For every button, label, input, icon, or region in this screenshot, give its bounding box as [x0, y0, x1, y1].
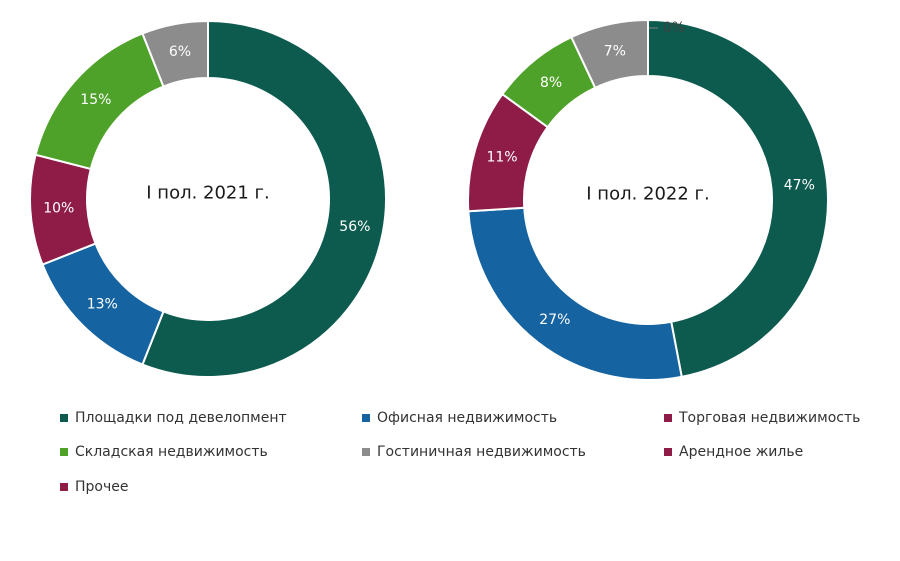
slice-development [647, 18, 829, 378]
donut-charts-svg: 56% 13% 10% 15% 6% I пол. 2021 г. 47% 27% 11% 8% 7… [29, 18, 829, 381]
legend-item-development-sites: Площадки под девелопмент [60, 406, 287, 430]
slice-development [141, 19, 387, 378]
legend-item-retail: Торговая недвижимость [664, 406, 860, 430]
slice-label-office: 27% [539, 312, 570, 328]
slice-label-retail: 11% [486, 150, 517, 166]
center-label: I пол. 2021 г. [146, 183, 269, 204]
legend-label: Гостиничная недвижимость [377, 444, 586, 460]
slice-office [467, 206, 683, 381]
chart-legend: Площадки под девелопмент Офисная недвижи… [0, 400, 900, 520]
legend-label: Прочее [75, 479, 129, 495]
slice-label-development: 56% [339, 219, 370, 235]
legend-item-rental-housing: Арендное жилье [664, 440, 803, 464]
legend-label: Площадки под девелопмент [75, 410, 287, 426]
donut-charts-area: 56% 13% 10% 15% 6% I пол. 2021 г. 47% 27% 11% 8% 7… [29, 18, 829, 381]
slice-label-hotel: 6% [169, 44, 191, 60]
legend-item-hotel: Гостиничная недвижимость [362, 440, 586, 464]
legend-label: Складская недвижимость [75, 444, 268, 460]
slice-hotel [570, 18, 649, 90]
legend-swatch [362, 448, 370, 456]
legend-label: Офисная недвижимость [377, 410, 558, 426]
legend-label: Арендное жилье [679, 444, 804, 460]
slice-hotel [141, 19, 209, 88]
slice-label-warehouse: 8% [540, 75, 562, 91]
legend-swatch [60, 448, 68, 456]
slice-label-rental-housing: 0% [663, 20, 685, 36]
legend-swatch [362, 414, 370, 422]
legend-item-office: Офисная недвижимость [362, 406, 557, 430]
legend-swatch [664, 414, 672, 422]
donut-2022: 47% 27% 11% 8% 7% 0% I пол. 2022 г. [467, 18, 829, 381]
legend-item-warehouse: Складская недвижимость [60, 440, 268, 464]
legend-item-other: Прочее [60, 475, 128, 499]
legend-swatch [664, 448, 672, 456]
legend-swatch [60, 483, 68, 491]
slice-label-office: 13% [87, 297, 118, 313]
slice-label-warehouse: 15% [80, 92, 111, 108]
slice-label-development: 47% [784, 178, 815, 194]
donut-2021: 56% 13% 10% 15% 6% I пол. 2021 г. [29, 19, 387, 378]
legend-label: Торговая недвижимость [679, 410, 861, 426]
legend-swatch [60, 414, 68, 422]
center-label: I пол. 2022 г. [586, 184, 709, 205]
slice-label-retail: 10% [43, 200, 74, 216]
slice-label-hotel: 7% [604, 44, 626, 60]
